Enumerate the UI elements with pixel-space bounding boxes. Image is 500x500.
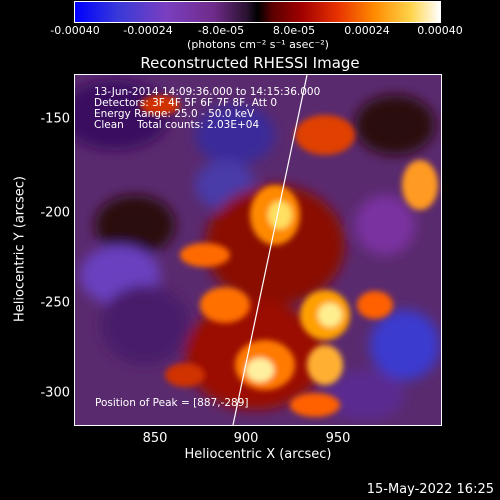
footer-date: 15-May-2022 16:25 — [366, 482, 494, 497]
colorbar-tick-label: -0.00024 — [123, 24, 173, 37]
colorbar-units: (photons cm⁻² s⁻¹ asec⁻²) — [187, 38, 329, 51]
colorbar-tick-label: 8.0e-05 — [272, 24, 316, 37]
x-tick-label: 850 — [142, 431, 168, 446]
colorbar-tick-label: 0.00040 — [417, 24, 463, 37]
colorbar — [74, 1, 441, 23]
info-energy-range: Energy Range: 25.0 - 50.0 keV — [94, 108, 255, 120]
y-axis-label: Heliocentric Y (arcsec) — [12, 176, 28, 322]
y-tick-label: -300 — [40, 385, 70, 401]
colorbar-tick-label: 0.00024 — [344, 24, 390, 37]
observation-info: 13-Jun-2014 14:09:36.000 to 14:15:36.000… — [94, 87, 320, 131]
image-heatmap — [75, 75, 441, 425]
info-clean-counts: Clean Total counts: 2.03E+04 — [94, 119, 260, 131]
info-time-range: 13-Jun-2014 14:09:36.000 to 14:15:36.000 — [94, 86, 321, 98]
info-detectors: Detectors: 3F 4F 5F 6F 7F 8F, Att 0 — [94, 97, 278, 109]
rhessi-image — [74, 74, 442, 426]
x-tick-label: 950 — [325, 431, 351, 446]
peak-position: Position of Peak = [887,-289] — [95, 397, 249, 409]
colorbar-tick-label: -0.00040 — [50, 24, 100, 37]
y-tick-label: -200 — [40, 205, 70, 221]
colorbar-tick-label: -8.0e-05 — [197, 24, 245, 37]
x-axis-label: Heliocentric X (arcsec) — [184, 447, 332, 462]
y-tick-label: -150 — [40, 111, 70, 127]
y-tick-label: -250 — [40, 295, 70, 311]
x-tick-label: 900 — [233, 431, 259, 446]
image-title: Reconstructed RHESSI Image — [140, 54, 360, 72]
